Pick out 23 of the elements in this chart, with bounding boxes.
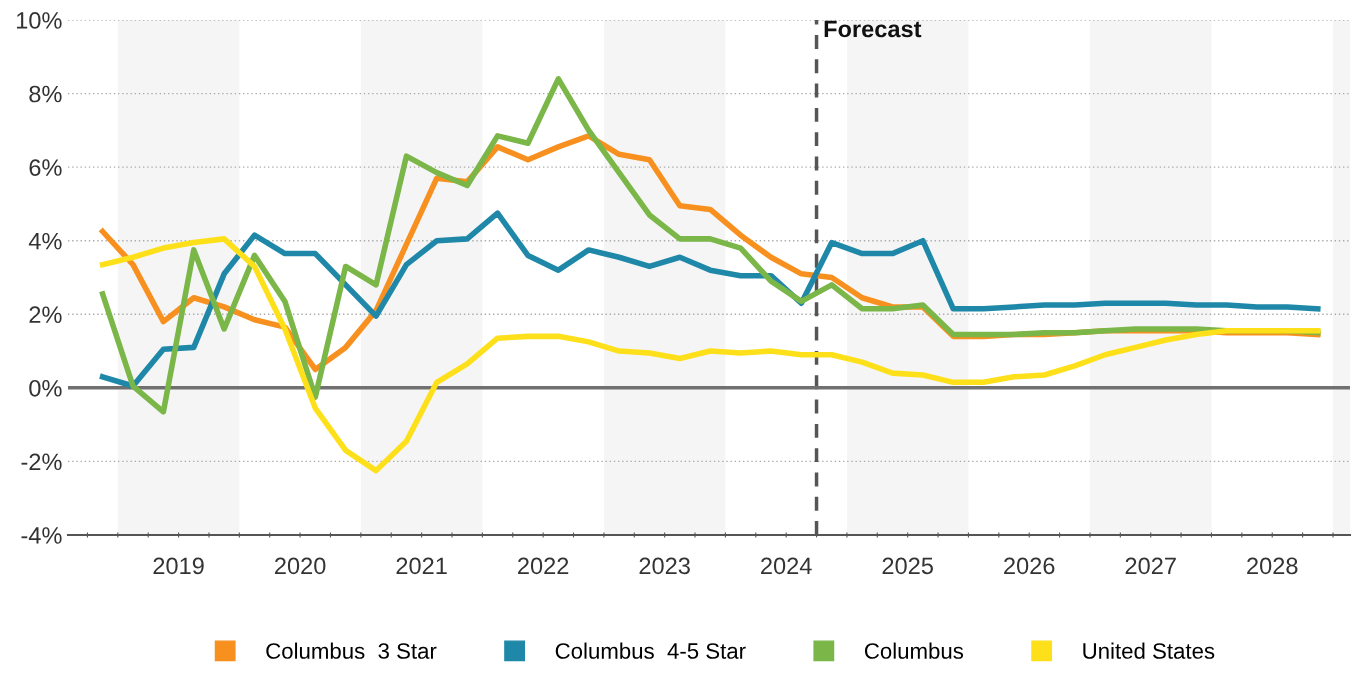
ref-line-label: Forecast [824,20,922,38]
y-tick-label: 0% [29,379,62,397]
legend-label: Columbus [864,642,964,659]
x-tick-label: 2020 [275,557,326,575]
x-tick-label: 2023 [639,557,690,575]
legend-label: United States [1083,642,1215,659]
legend-label: Columbus 4-5 Star [555,642,746,659]
x-tick-label: 2028 [1247,557,1298,575]
y-tick-label: -2% [21,453,62,471]
x-tick-label: 2019 [153,557,204,575]
x-tick-label: 2027 [1125,557,1176,575]
y-tick-label: 10% [16,12,62,29]
y-tick-label: 2% [29,306,62,323]
legend-label: Columbus 3 Star [266,642,437,659]
y-tick-label: 4% [28,232,62,250]
y-tick-label: 6% [29,159,62,176]
y-tick-label: 8% [29,85,62,103]
x-tick-label: 2026 [1004,557,1055,575]
x-tick-label: 2021 [396,557,447,575]
x-tick-label: 2024 [761,557,812,575]
x-tick-label: 2022 [518,557,569,575]
y-tick-label: -4% [21,527,62,544]
x-tick-label: 2025 [882,557,933,575]
